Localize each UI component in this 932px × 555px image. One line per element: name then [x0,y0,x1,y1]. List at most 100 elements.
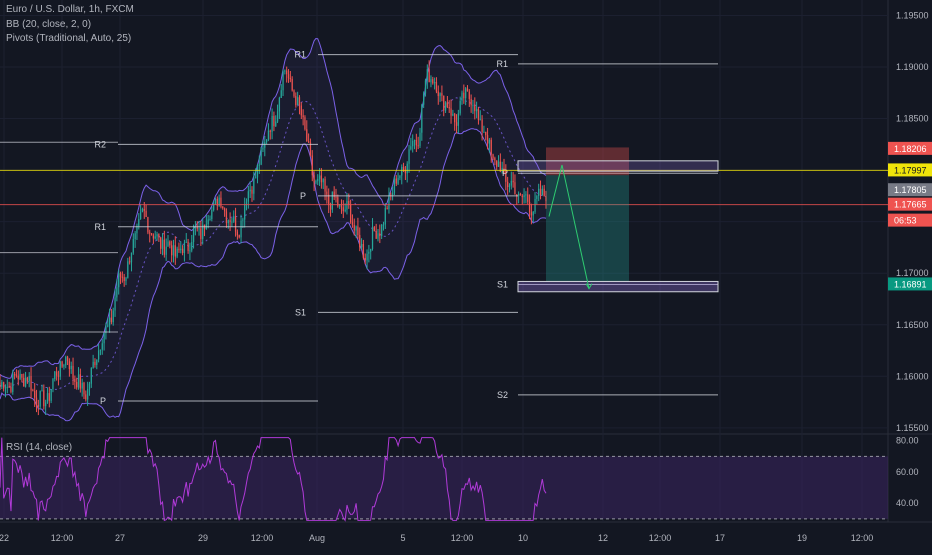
bollinger-legend[interactable]: BB (20, close, 2, 0) [6,19,92,30]
candle-body [289,78,291,80]
candle-body [85,394,87,400]
candle-body [391,192,394,196]
candle-body [130,252,133,263]
candle-body [107,325,109,327]
candle-body [17,375,19,380]
candle-body [324,179,326,192]
candle-body [77,374,80,388]
candle-body [183,242,186,253]
candle-body [152,235,155,239]
candle-body [132,239,134,253]
candle-body [521,195,523,198]
pivot-label: R1 [94,222,106,232]
candle-body [112,310,114,323]
candle-body [512,180,514,183]
candle-body [185,241,187,243]
price-axis-label-text: 1.17997 [894,165,927,175]
candle-body [284,70,286,72]
time-tick-label: 17 [715,533,725,543]
candle-body [202,224,204,240]
candle-body [357,226,359,236]
candle-body [470,98,472,106]
pivot-label: S2 [497,390,508,400]
pivot-label: P [502,168,508,178]
time-tick-label: 12:00 [649,533,672,543]
candle-body [379,233,381,237]
bollinger-bands [0,37,547,422]
candle-body [218,197,220,206]
candle-body [238,235,240,238]
candle-body [242,219,244,221]
candle-body [74,378,76,383]
bollinger-lower [0,128,547,422]
candle-body [260,149,262,165]
candle-body [37,405,39,407]
candle-body [119,273,122,277]
rsi-legend[interactable]: RSI (14, close) [6,442,73,453]
candle-body [333,191,335,197]
candle-body [21,373,23,378]
candle-body [223,208,226,212]
candle-body [527,194,529,202]
candle-body [505,170,507,182]
candle-body [198,228,200,230]
candle-body [452,113,454,116]
candle-body [145,210,147,217]
candle-body [465,88,467,99]
pivot-label: R1 [294,50,306,60]
candle-body [494,158,496,161]
candle-body [46,393,49,403]
candle-body [4,387,7,389]
candle-body [236,231,239,236]
candle-body [174,245,176,257]
candle-body [359,235,361,248]
candle-body [209,219,211,221]
candle-body [110,317,113,323]
candle-body [187,241,189,251]
candle-body [351,222,354,226]
candle-body [34,390,36,398]
candle-body [364,258,366,261]
candle-body [108,317,111,326]
candle-body [55,371,58,376]
candle-body [485,131,487,136]
symbol-legend[interactable]: Euro / U.S. Dollar, 1h, FXCM [6,4,134,15]
candle-body [322,179,324,183]
candle-body [189,250,191,252]
candle-body [371,227,374,250]
candle-body [158,234,160,238]
time-tick-label: 22 [0,533,9,543]
candle-body [386,208,388,210]
candle-body [143,208,145,211]
price-axis-label-text: 1.17805 [894,185,927,195]
projection-down-leg [561,164,590,289]
resistance-zone-box [517,160,719,172]
candle-body [245,201,248,205]
candle-body [103,332,105,344]
price-tick-label: 1.19500 [896,10,929,20]
price-tick-label: 1.16500 [896,320,929,330]
candle-body [298,97,301,106]
candle-body [328,194,330,205]
candle-body [87,389,89,400]
candle-body [320,175,323,183]
candle-body [373,227,375,232]
candle-body [99,349,102,351]
candle-body [150,233,153,236]
candle-body [94,361,96,366]
candle-body [523,195,525,198]
time-tick-label: 29 [198,533,208,543]
candle-body [421,104,423,133]
pivots-legend[interactable]: Pivots (Traditional, Auto, 25) [6,33,132,44]
candle-body [397,178,399,184]
candle-body [530,212,533,216]
candle-body [8,386,10,388]
time-tick-label: 12:00 [51,533,74,543]
candle-body [214,198,217,204]
candle-body [41,390,43,392]
candle-body [57,375,60,377]
candle-body [474,105,476,112]
price-axis-label-bg [888,277,932,291]
